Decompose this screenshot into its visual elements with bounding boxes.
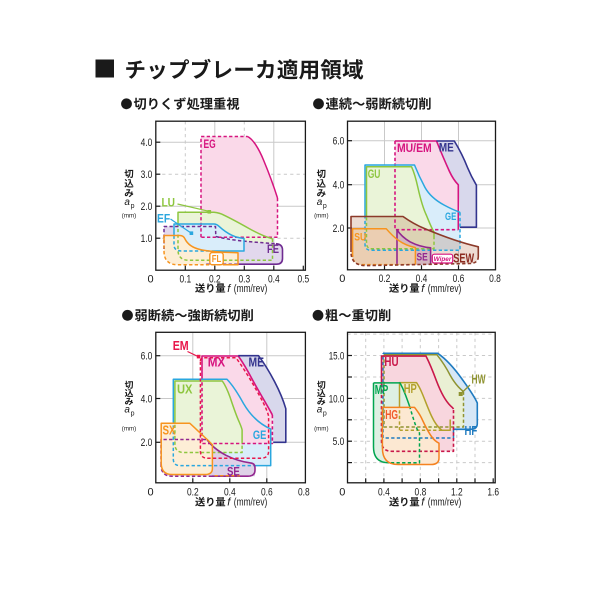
svg-text:6.0: 6.0 [333,136,345,148]
svg-text:f: f [227,283,231,295]
svg-text:(mm/rev): (mm/rev) [234,497,267,509]
svg-text:EF: EF [157,212,170,226]
svg-text:a: a [124,405,130,416]
svg-text:1.6: 1.6 [487,486,499,498]
svg-text:0.6: 0.6 [261,486,273,498]
svg-text:(mm): (mm) [314,213,328,220]
svg-text:0.5: 0.5 [297,274,309,286]
svg-text:a: a [124,197,130,208]
svg-text:UX: UX [177,382,193,397]
svg-text:0.8: 0.8 [298,486,310,498]
svg-text:0.8: 0.8 [415,486,427,498]
svg-text:4.0: 4.0 [333,180,345,192]
svg-text:f: f [421,283,425,295]
svg-text:(mm): (mm) [122,213,136,220]
svg-text:SU: SU [354,232,366,244]
svg-text:1.0: 1.0 [141,233,153,245]
svg-text:4.0: 4.0 [141,137,153,149]
svg-text:0.8: 0.8 [489,273,501,285]
svg-text:0.3: 0.3 [238,274,250,286]
svg-text:f: f [421,497,425,509]
svg-text:0: 0 [339,273,345,285]
svg-text:GE: GE [445,211,457,223]
svg-text:p: p [131,410,135,417]
svg-text:f: f [227,497,231,509]
svg-text:HP: HP [404,382,417,396]
svg-text:(mm): (mm) [122,426,136,433]
svg-text:GE: GE [253,428,267,442]
svg-text:0.2: 0.2 [209,274,221,286]
svg-text:(mm): (mm) [314,426,328,433]
svg-text:LU: LU [162,196,176,210]
svg-text:GU: GU [368,167,381,181]
svg-text:0.6: 0.6 [453,273,465,285]
svg-text:4.0: 4.0 [141,393,153,405]
svg-text:0.4: 0.4 [268,274,280,286]
svg-text:0.2: 0.2 [187,486,199,498]
svg-text:ME: ME [439,140,454,154]
svg-text:0.2: 0.2 [379,273,391,285]
svg-text:MX: MX [208,355,226,370]
svg-text:p: p [323,203,327,210]
svg-text:15.0: 15.0 [329,350,345,362]
svg-text:Wiper: Wiper [434,256,452,263]
svg-text:0: 0 [148,274,154,286]
svg-text:0.4: 0.4 [378,486,390,498]
svg-text:SEW: SEW [453,251,474,266]
svg-text:(mm/rev): (mm/rev) [428,283,462,295]
svg-text:EG: EG [204,137,216,151]
svg-text:HW: HW [472,373,486,387]
svg-text:6.0: 6.0 [141,351,153,363]
svg-text:SE: SE [417,252,429,264]
svg-text:(mm/rev): (mm/rev) [428,497,462,509]
svg-text:EM: EM [173,338,189,353]
svg-text:SX: SX [163,424,177,438]
svg-text:p: p [131,203,135,210]
svg-text:(mm/rev): (mm/rev) [234,283,267,295]
svg-text:2.0: 2.0 [141,437,153,449]
svg-text:FL: FL [212,254,222,265]
svg-text:HF: HF [465,424,478,438]
svg-text:FE: FE [267,242,279,256]
svg-text:ME: ME [249,355,265,370]
svg-text:1.2: 1.2 [451,486,463,498]
svg-text:a: a [317,197,323,208]
svg-text:SE: SE [227,465,240,479]
svg-text:0.4: 0.4 [224,486,236,498]
svg-text:0: 0 [148,486,154,498]
svg-text:MP: MP [375,383,389,397]
svg-text:2.0: 2.0 [333,223,345,235]
svg-text:10.0: 10.0 [329,393,345,405]
svg-text:0: 0 [339,486,345,498]
svg-text:a: a [317,405,323,416]
svg-text:0.1: 0.1 [179,274,191,286]
svg-text:0.4: 0.4 [416,273,428,285]
svg-text:HU: HU [384,355,398,369]
svg-text:MU/EM: MU/EM [397,141,432,155]
svg-text:HG: HG [385,408,398,422]
svg-text:2.0: 2.0 [141,201,153,213]
svg-text:3.0: 3.0 [141,169,153,181]
svg-text:5.0: 5.0 [333,436,345,448]
svg-text:p: p [323,410,327,417]
